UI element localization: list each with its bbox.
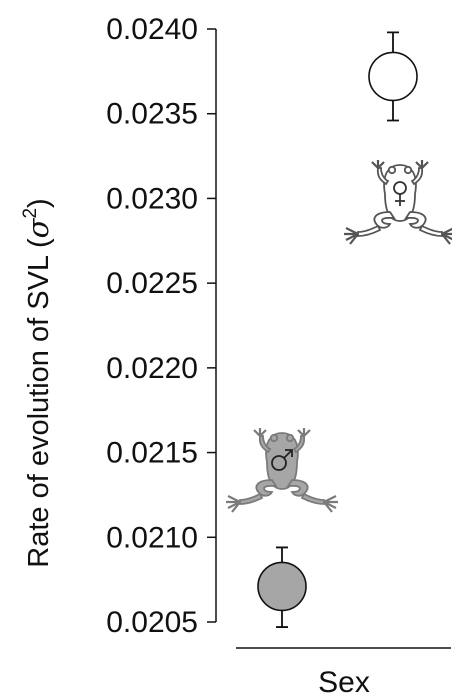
data-points [257,31,418,628]
y-tick-label: 0.0220 [106,352,198,385]
y-axis-title-symbol: σ [21,217,55,238]
female-symbol-icon [393,181,407,206]
y-tick-label: 0.0205 [106,606,198,639]
y-axis-ticks: 0.0240 0.0235 0.0230 0.0225 0.0220 0.0215 0.02… [106,13,216,639]
male-mean-point [257,561,307,612]
male-symbol-icon [271,449,293,471]
male-error-bar [276,546,288,628]
y-axis-title-main: Rate of evolution of SVL ( [23,238,55,568]
y-tick-label: 0.0215 [106,437,198,470]
y-axis-title: Rate of evolution of SVL (σ2) [20,198,55,567]
male-frog-icon [224,426,340,514]
y-tick-label: 0.0235 [106,98,198,131]
y-tick-label: 0.0230 [106,182,198,215]
y-tick-label: 0.0240 [106,13,198,46]
y-axis-title-close: ) [23,198,55,208]
y-tick-label: 0.0225 [106,267,198,300]
female-frog-icon [342,158,452,246]
y-tick-label: 0.0210 [106,521,198,554]
x-axis-title: Sex [318,666,370,696]
female-mean-point [368,51,418,102]
female-error-bar [387,31,399,122]
y-axis-title-exponent: 2 [20,208,41,219]
